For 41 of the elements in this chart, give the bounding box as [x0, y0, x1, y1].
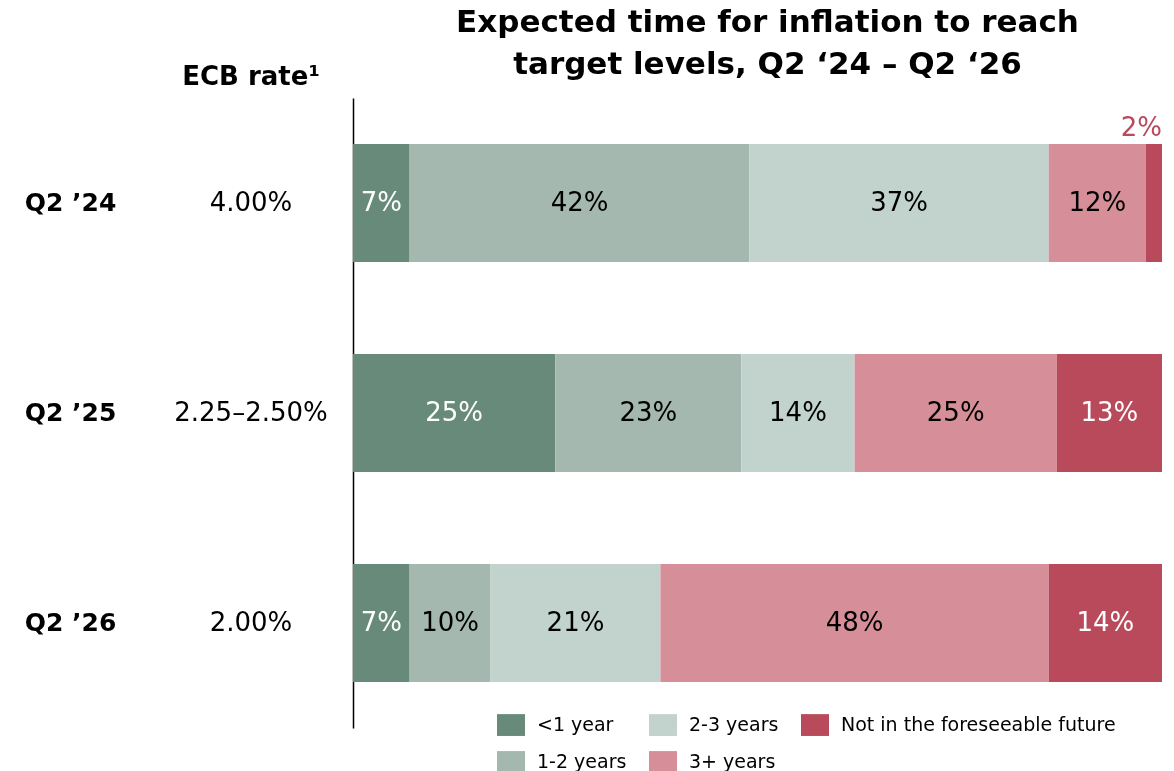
- data-label: 23%: [619, 397, 678, 427]
- bar: [409, 564, 491, 682]
- text: 4.00%: [209, 187, 293, 217]
- text: 2.00%: [209, 607, 293, 637]
- bar: [490, 564, 661, 682]
- bar: [1048, 144, 1146, 262]
- bar: [1048, 564, 1162, 682]
- data-label: 7%: [360, 187, 402, 217]
- bar: [1145, 144, 1162, 262]
- data-label: 25%: [926, 397, 985, 427]
- data-label: 7%: [360, 607, 402, 637]
- y-tick-label: Q2 ’26: [24, 608, 117, 637]
- chart-title: Expected time for inflation to reach target levels, Q2 ‘24 – Q2 ‘26: [456, 3, 1079, 81]
- legend-label: 2-3 years: [689, 713, 779, 736]
- bar: [353, 564, 410, 682]
- data-label: 25%: [425, 397, 484, 427]
- legend-label: <1 year: [537, 713, 614, 736]
- bar: [741, 354, 855, 472]
- text: 2.25–2.50%: [174, 397, 328, 427]
- bar: [660, 564, 1049, 682]
- data-label: 12%: [1068, 187, 1127, 217]
- data-label: 10%: [421, 607, 479, 637]
- data-label: 42%: [550, 187, 609, 217]
- y-tick-label: Q2 ’24: [24, 188, 117, 217]
- data-label: 48%: [825, 607, 884, 637]
- bar: [353, 144, 410, 262]
- legend-label: Not in the foreseeable future: [841, 713, 1116, 736]
- bar: [1056, 354, 1162, 472]
- bar: [555, 354, 742, 472]
- bar: [353, 354, 556, 472]
- bar: [854, 354, 1057, 472]
- data-label: 13%: [1080, 397, 1139, 427]
- bar: [409, 144, 750, 262]
- data-label: 14%: [769, 397, 827, 427]
- data-label: 21%: [546, 607, 605, 637]
- y-tick-label: Q2 ’25: [24, 398, 117, 427]
- data-label: 14%: [1076, 607, 1135, 637]
- bar: [749, 144, 1049, 262]
- data-label: 37%: [870, 187, 928, 217]
- data-label: 2%: [1120, 112, 1162, 142]
- text: ECB rate¹: [182, 61, 320, 91]
